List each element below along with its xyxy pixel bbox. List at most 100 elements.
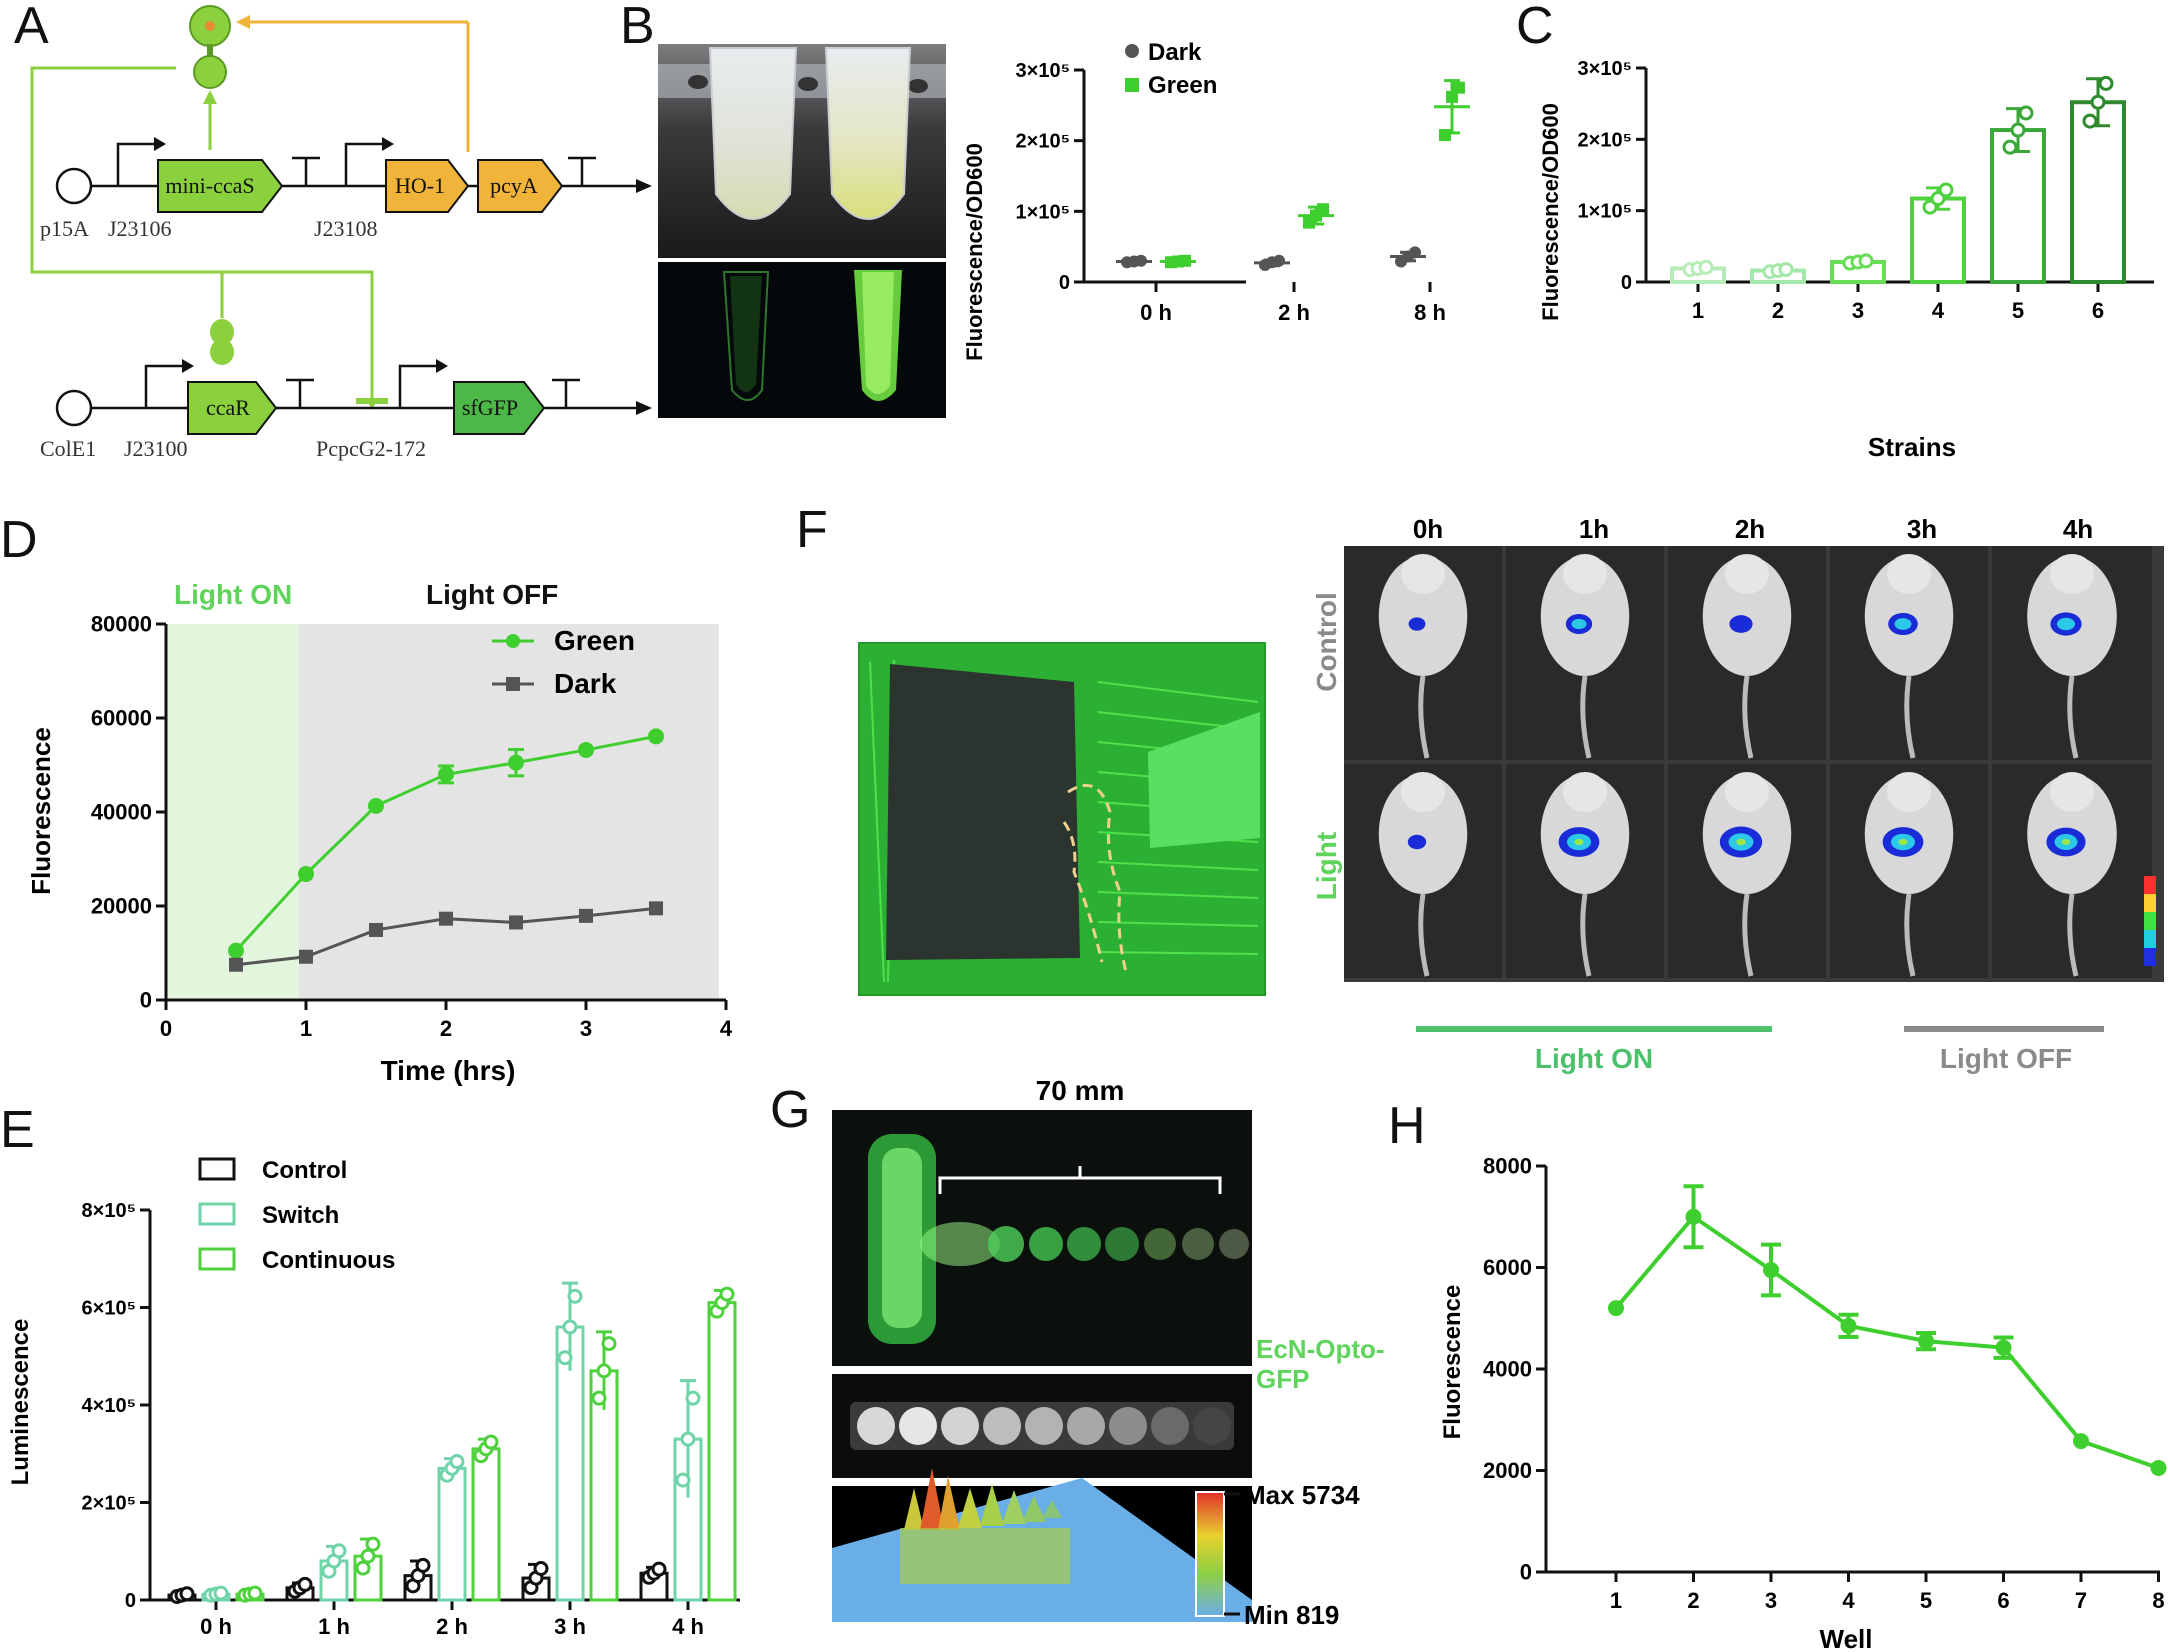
mouse-tail [1580, 675, 1592, 759]
surface-plot [832, 1468, 1252, 1622]
mouse-head [1725, 772, 1769, 812]
panel-b-tube-photo-brightfield [658, 44, 946, 258]
y-tick-label: 0 [1520, 1560, 1532, 1585]
panel-c-chart: Fluorescence/OD600 Strains 0 1×10⁵ 2×10⁵ 3×… [1538, 58, 2154, 462]
panel-b-tube-photo-fluorescence [658, 262, 946, 418]
legend-label-green: Green [554, 625, 635, 656]
y-tick-label: 3×10⁵ [1578, 58, 1632, 80]
mouse-head [2050, 772, 2094, 812]
panel-f-light-bars: Light ON Light OFF [1416, 1026, 2104, 1074]
y-tick-label: 40000 [91, 800, 152, 825]
gene-ho1-label: HO-1 [395, 173, 445, 198]
data-point [2150, 1459, 2167, 1476]
panel-b-chart: Fluorescence/OD600 0 1×10⁵ 2×10⁵ 3×10⁵ 0 h 2 … [962, 39, 1470, 361]
data-point [1840, 1317, 1857, 1334]
x-tick-label: 3 [1765, 1588, 1777, 1613]
x-tick-label: 3 h [554, 1614, 586, 1639]
data-point-green [578, 741, 594, 758]
data-point [533, 1561, 549, 1577]
mouse-image-cell [1344, 546, 1502, 760]
signal-outer [1729, 615, 1753, 633]
panel-letter-g: G [770, 1081, 811, 1139]
data-point [1938, 182, 1954, 198]
legend-swatch-continuous [198, 1247, 236, 1271]
well-strip-photo [832, 1374, 1252, 1478]
data-point-green [1179, 254, 1191, 267]
x-tick-label: 6 [2092, 298, 2104, 323]
mouse-image-cell [1830, 764, 1988, 978]
imaging-colorbar [2144, 876, 2156, 966]
plasmid-1-promoter-2-label: J23108 [314, 216, 378, 241]
y-tick-label: 0 [1059, 272, 1070, 294]
x-tick-label: 2 [1772, 298, 1784, 323]
time-label-3h: 3h [1907, 514, 1937, 544]
panel-letter-e: E [0, 1101, 35, 1159]
signal-mid [1894, 618, 1912, 630]
mouse-image-cell [1506, 546, 1664, 760]
legend-label-dark: Dark [554, 668, 617, 699]
data-point [1685, 1208, 1702, 1225]
data-point [179, 1586, 195, 1602]
panel-e-legend: Control Switch Continuous [198, 1157, 395, 1274]
data-point-dark [1273, 254, 1285, 267]
mouse-tail [1904, 893, 1916, 977]
panel-d-chart: Light ON Light OFF Fluorescence Time (hr… [26, 579, 733, 1086]
signal-mid [2057, 617, 2075, 631]
x-tick-label: 0 h [200, 1614, 232, 1639]
light-off-label: Light OFF [426, 579, 558, 610]
data-point-dark [579, 908, 593, 923]
plasmid-2-promoter-2-label: PcpcG2-172 [316, 436, 426, 461]
data-point [415, 1557, 431, 1573]
signal-outer [1408, 617, 1426, 631]
mouse-tail [2067, 675, 2079, 759]
panel-f-time-labels: 0h 1h 2h 3h 4h [1413, 514, 2093, 544]
y-tick-label: 1×10⁵ [1578, 201, 1632, 223]
x-tick-label: 0 [160, 1016, 172, 1041]
plasmid-2-promoter-1-label: J23100 [124, 436, 188, 461]
mouse-tail [1742, 893, 1754, 977]
data-point-green [1453, 81, 1465, 94]
data-point-dark [649, 901, 663, 916]
gene-pcya-label: pcyA [490, 173, 538, 198]
x-tick-label: 1 [1692, 298, 1704, 323]
time-label-2h: 2h [1735, 514, 1765, 544]
light-on-bar [1416, 1026, 1772, 1032]
x-tick-label: 5 [2012, 298, 2024, 323]
mouse-head [2050, 554, 2094, 594]
signal-core [2061, 839, 2071, 845]
panel-f-imaging-grid [1344, 546, 2164, 982]
strain-label-line-2: GFP [1256, 1364, 1309, 1394]
mouse-tail [1418, 675, 1430, 759]
mouse-image-grid [1344, 546, 2156, 978]
data-point [1918, 1333, 1934, 1350]
x-tick-label: 1 [300, 1016, 312, 1041]
signal-core [1574, 838, 1584, 846]
mouse-image-cell [1506, 764, 1664, 978]
mouse-head [1887, 772, 1931, 812]
x-tick-label: 4 [1932, 298, 1945, 323]
mouse-tail [1904, 675, 1916, 759]
time-label-1h: 1h [1579, 514, 1609, 544]
mouse-head [1725, 554, 1769, 594]
data-point [2098, 75, 2114, 91]
data-point [355, 1560, 371, 1576]
x-tick-label: 5 [1920, 1588, 1932, 1613]
mouse-head [1401, 554, 1445, 594]
x-tick-label: 2 h [436, 1614, 468, 1639]
x-tick-label: 8 h [1414, 300, 1446, 325]
row-label-light: Light [1311, 832, 1342, 900]
colorbar-band [2144, 894, 2156, 912]
x-tick-label: 2 [440, 1016, 452, 1041]
gene-ccar-label: ccaR [206, 395, 250, 420]
data-point [557, 1350, 573, 1366]
data-point [360, 1548, 376, 1564]
data-point-dark [439, 911, 453, 926]
data-point [591, 1390, 607, 1406]
panel-e-y-axis-title: Luminescence [7, 1319, 34, 1486]
data-point-dark [509, 915, 523, 930]
data-point [601, 1336, 617, 1352]
mouse-body [1378, 774, 1468, 894]
data-point [1608, 1300, 1624, 1317]
x-tick-label: 1 [1610, 1588, 1622, 1613]
panel-f-row-labels: Control Light [1311, 592, 1342, 900]
